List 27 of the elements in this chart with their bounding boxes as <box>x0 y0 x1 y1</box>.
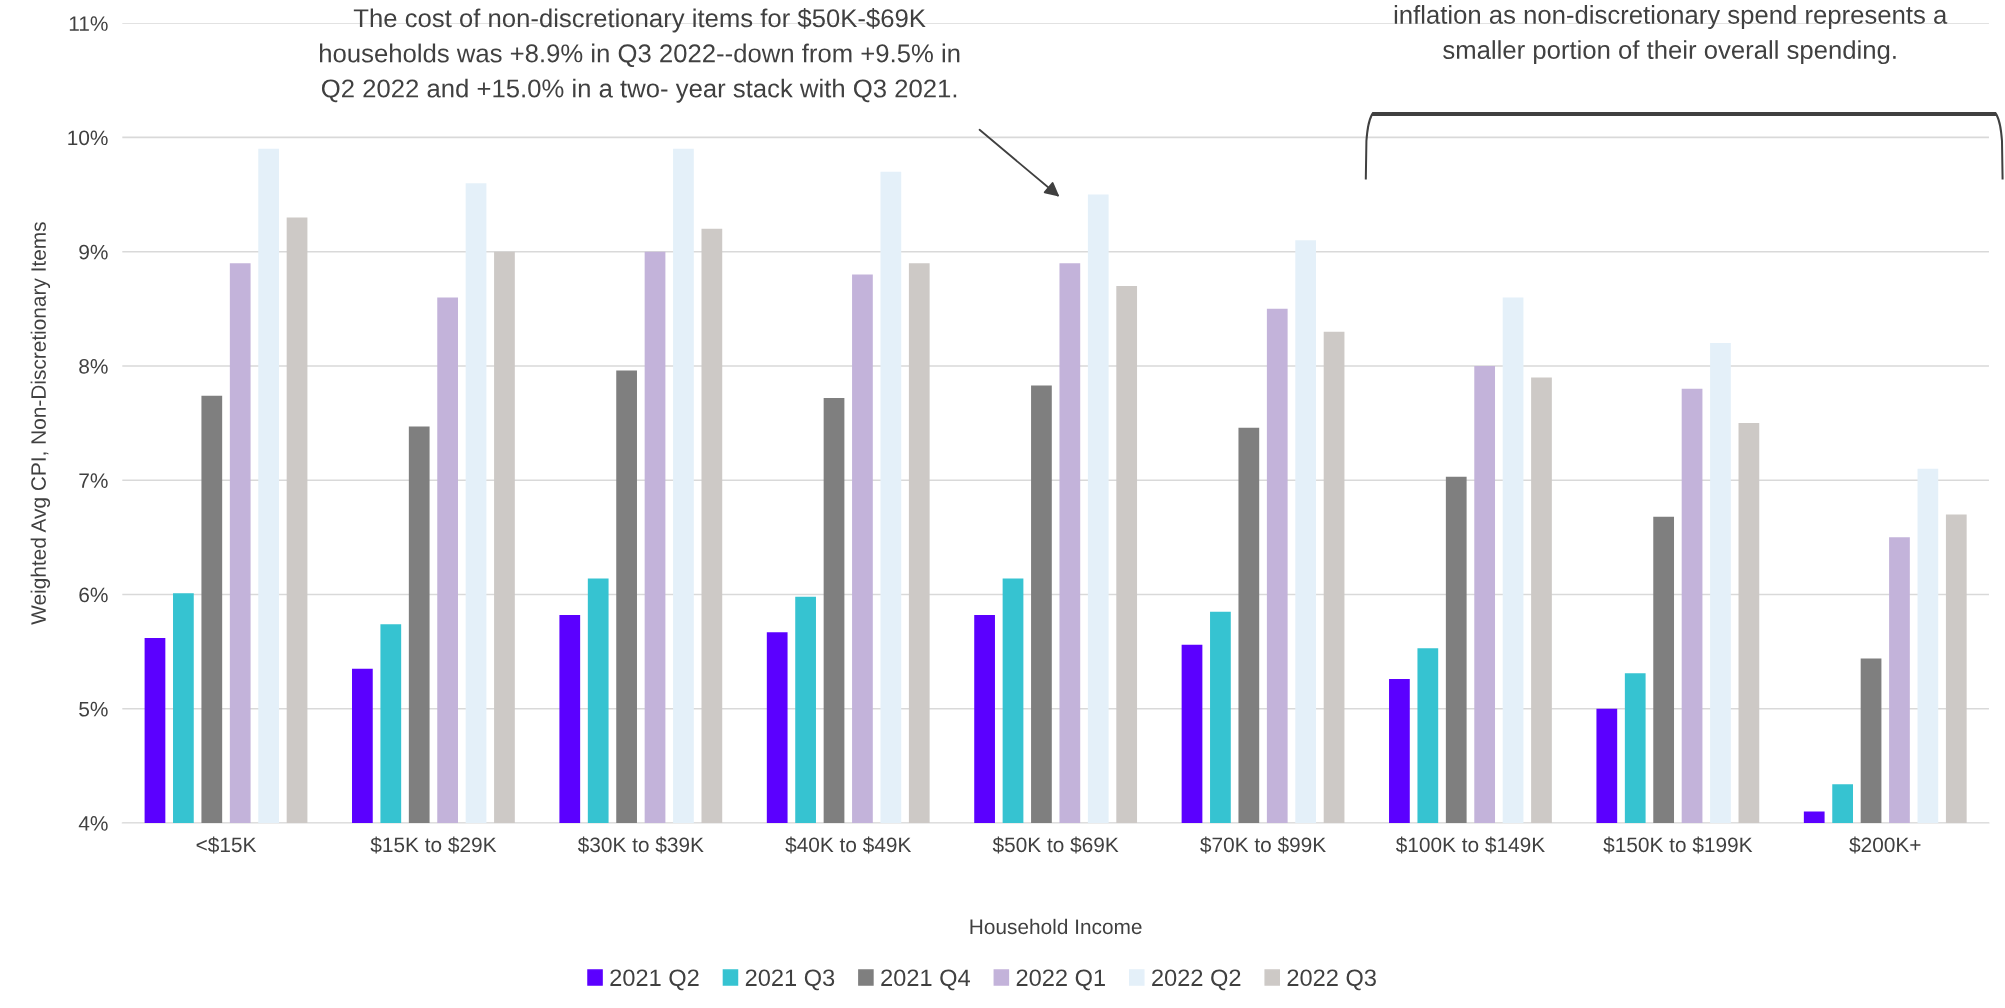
x-tick-label: $100K to $149K <box>1395 836 1545 854</box>
legend-label: 2022 Q1 <box>1016 969 1105 991</box>
x-tick-label: $50K to $69K <box>992 836 1119 854</box>
legend-label: 2021 Q2 <box>610 969 699 991</box>
legend-label: 2022 Q2 <box>1152 969 1241 991</box>
annotation: inflation as non-discretionary spend represents a smaller portion of their overall spending. <box>1394 5 1948 65</box>
x-tick-label: $30K to $39K <box>577 836 704 854</box>
y-tick-label: 7% <box>79 473 108 488</box>
y-tick-label: 4% <box>78 816 108 831</box>
x-tick-label: $70K to $99K <box>1200 836 1326 854</box>
x-tick-label: $40K to $49K <box>785 836 912 854</box>
legend-label: 2021 Q4 <box>881 969 970 991</box>
legend-label: 2021 Q3 <box>745 969 835 991</box>
y-axis-title: Weighted Avg CPI, Non-Discretionary Items <box>30 222 51 625</box>
x-tick-label: $15K to $29K <box>370 836 497 854</box>
y-tick-label: 6% <box>79 587 108 603</box>
x-tick-label: $200K+ <box>1849 836 1921 854</box>
y-tick-label: 5% <box>79 701 108 717</box>
legend-label: 2022 Q3 <box>1287 969 1376 991</box>
x-axis-title: Household Income <box>970 918 1142 935</box>
annotation: The cost of non-discretionary items for $50K-$69K households was +8.9% in Q3 2022--down from +9.5% in Q2 2022 and +15.0% in a two- year stack with Q3 2021. <box>320 8 960 103</box>
y-tick-label: 8% <box>79 358 108 374</box>
y-tick-label: 11% <box>69 16 108 31</box>
x-tick-label: <$15K <box>196 836 257 854</box>
x-tick-label: $150K to $199K <box>1603 836 1753 854</box>
y-tick-label: 9% <box>79 244 108 260</box>
y-tick-label: 10% <box>68 130 108 146</box>
